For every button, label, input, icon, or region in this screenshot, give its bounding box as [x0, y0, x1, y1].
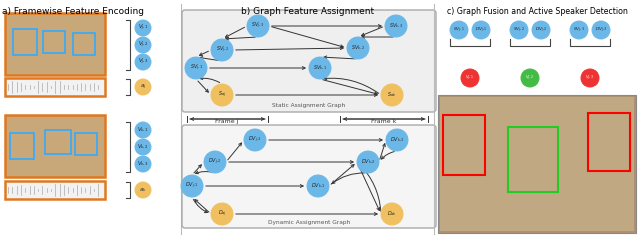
- Circle shape: [135, 182, 151, 198]
- Text: Dynamic Assignment Graph: Dynamic Assignment Graph: [268, 220, 350, 225]
- Circle shape: [135, 79, 151, 95]
- Circle shape: [386, 129, 408, 151]
- Text: $DV_{j,2}$: $DV_{j,2}$: [535, 25, 547, 35]
- Text: b) Graph Feature Assignment: b) Graph Feature Assignment: [241, 7, 374, 16]
- Circle shape: [211, 84, 233, 106]
- Text: $D_{ak}$: $D_{ak}$: [387, 209, 397, 218]
- Bar: [588, 113, 630, 171]
- Text: Static Assignment Graph: Static Assignment Graph: [273, 103, 346, 108]
- Circle shape: [135, 156, 151, 172]
- Circle shape: [181, 175, 203, 197]
- Text: $SV_{j,2}$: $SV_{j,2}$: [513, 25, 525, 35]
- Text: $V_{k,1}$: $V_{k,1}$: [137, 126, 149, 134]
- Text: $D_{aj}$: $D_{aj}$: [218, 209, 227, 219]
- Circle shape: [592, 21, 610, 39]
- Bar: [5, 13, 105, 75]
- FancyBboxPatch shape: [182, 10, 436, 112]
- Text: $S_{aj}$: $S_{aj}$: [218, 90, 226, 100]
- Bar: [73, 33, 95, 55]
- Circle shape: [135, 122, 151, 138]
- Text: $DV_{k,3}$: $DV_{k,3}$: [390, 136, 404, 144]
- Text: a) Framewise Feature Encoding: a) Framewise Feature Encoding: [2, 7, 144, 16]
- Circle shape: [461, 69, 479, 87]
- Circle shape: [450, 21, 468, 39]
- Text: $SV_{k,3}$: $SV_{k,3}$: [389, 22, 403, 30]
- Circle shape: [472, 21, 490, 39]
- Circle shape: [247, 15, 269, 37]
- Text: $V_{j,2}$: $V_{j,2}$: [138, 40, 148, 50]
- Bar: [443, 115, 485, 175]
- Circle shape: [510, 21, 528, 39]
- Text: $SV_{j,3}$: $SV_{j,3}$: [252, 21, 264, 31]
- Text: $DV_{j,1}$: $DV_{j,1}$: [185, 181, 199, 191]
- Bar: [45, 130, 71, 154]
- Text: $SV_{j,1}$: $SV_{j,1}$: [453, 25, 465, 35]
- Text: $DV_{j,3}$: $DV_{j,3}$: [595, 25, 607, 35]
- Bar: [75, 133, 97, 155]
- Text: c) Graph Fusion and Active Speaker Detection: c) Graph Fusion and Active Speaker Detec…: [447, 7, 627, 16]
- Bar: [508, 127, 558, 192]
- Circle shape: [185, 57, 207, 79]
- Circle shape: [135, 20, 151, 36]
- Text: $DV_{k,2}$: $DV_{k,2}$: [361, 158, 375, 166]
- Circle shape: [381, 84, 403, 106]
- Circle shape: [532, 21, 550, 39]
- Text: $V_{k,3}$: $V_{k,3}$: [137, 160, 149, 168]
- Circle shape: [581, 69, 599, 87]
- Text: $SV_{j,1}$: $SV_{j,1}$: [189, 63, 202, 73]
- Text: Frame k: Frame k: [371, 119, 397, 124]
- FancyBboxPatch shape: [182, 125, 436, 228]
- Text: $V_{j,2}$: $V_{j,2}$: [525, 74, 534, 82]
- Bar: [13, 29, 37, 55]
- Text: $DV_{j,3}$: $DV_{j,3}$: [248, 135, 262, 145]
- Text: $V_{j,3}$: $V_{j,3}$: [586, 74, 595, 82]
- Text: $SV_{j,2}$: $SV_{j,2}$: [216, 45, 228, 55]
- Circle shape: [244, 129, 266, 151]
- Text: $S_{ak}$: $S_{ak}$: [387, 90, 397, 99]
- Circle shape: [307, 175, 329, 197]
- Circle shape: [211, 39, 233, 61]
- Bar: [5, 78, 105, 96]
- Circle shape: [135, 139, 151, 155]
- Circle shape: [570, 21, 588, 39]
- Text: $DV_{j,2}$: $DV_{j,2}$: [208, 157, 222, 167]
- Text: $SV_{k,2}$: $SV_{k,2}$: [351, 44, 365, 52]
- Bar: [43, 31, 65, 53]
- Circle shape: [211, 203, 233, 225]
- Text: $SV_{j,3}$: $SV_{j,3}$: [573, 25, 585, 35]
- Bar: [438, 95, 636, 233]
- Bar: [5, 181, 105, 199]
- Circle shape: [204, 151, 226, 173]
- Text: $a_k$: $a_k$: [140, 186, 147, 194]
- Bar: [10, 133, 34, 159]
- Text: $V_{j,3}$: $V_{j,3}$: [138, 57, 148, 67]
- Circle shape: [385, 15, 407, 37]
- Text: $V_{k,2}$: $V_{k,2}$: [137, 143, 149, 151]
- Text: $V_{j,1}$: $V_{j,1}$: [465, 74, 474, 82]
- Circle shape: [381, 203, 403, 225]
- Circle shape: [347, 37, 369, 59]
- Circle shape: [309, 57, 331, 79]
- Circle shape: [521, 69, 539, 87]
- Text: Frame j: Frame j: [215, 119, 239, 124]
- Bar: [5, 115, 105, 177]
- Text: $DV_{k,1}$: $DV_{k,1}$: [310, 182, 325, 190]
- Text: $DV_{j,1}$: $DV_{j,1}$: [475, 25, 487, 35]
- Text: $SV_{k,1}$: $SV_{k,1}$: [313, 64, 327, 72]
- Circle shape: [135, 37, 151, 53]
- Text: $a_j$: $a_j$: [140, 82, 146, 92]
- Circle shape: [135, 54, 151, 70]
- FancyBboxPatch shape: [440, 97, 634, 231]
- Circle shape: [357, 151, 379, 173]
- Text: $V_{j,1}$: $V_{j,1}$: [138, 23, 148, 33]
